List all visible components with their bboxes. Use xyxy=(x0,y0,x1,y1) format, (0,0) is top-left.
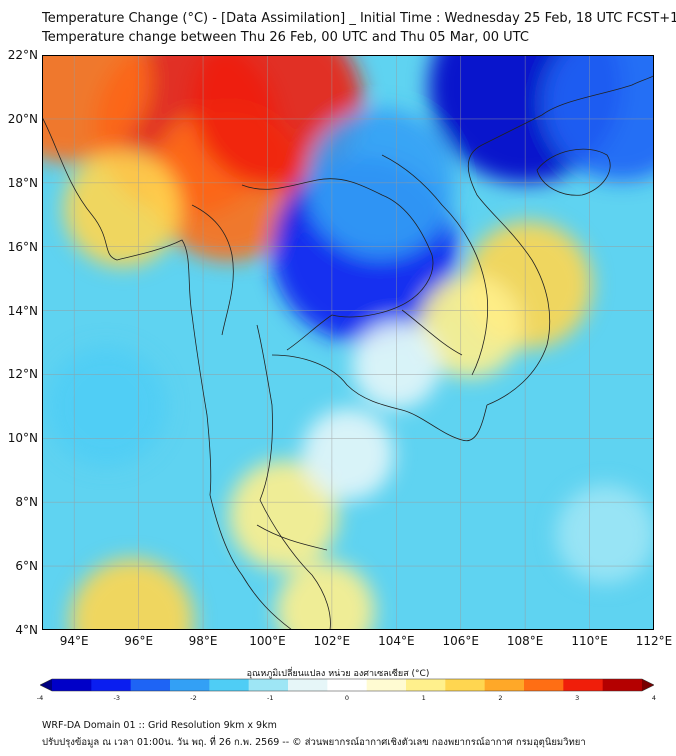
colorbar-cell xyxy=(524,679,564,691)
warm-cambodia-east xyxy=(419,275,522,378)
colorbar-cell xyxy=(209,679,250,691)
lon-tick-label: 94°E xyxy=(59,634,89,648)
lon-tick-label: 100°E xyxy=(249,634,286,648)
border-laos-vietnam xyxy=(381,154,488,376)
lat-tick-label: 4°N xyxy=(15,623,38,637)
colorbar-cell xyxy=(248,679,289,691)
colorbar-tick-label: -4 xyxy=(36,694,44,702)
colorbar-min-extend xyxy=(40,679,52,691)
footer-update-info: ปรับปรุงข้อมูล ณ เวลา 01:00น. วัน พฤ. ที… xyxy=(42,737,586,748)
lat-tick-label: 14°N xyxy=(7,303,38,318)
lon-tick-label: 108°E xyxy=(506,634,544,648)
colorbar xyxy=(40,678,654,692)
pale-scs-east xyxy=(556,484,654,584)
lon-tick-label: 104°E xyxy=(378,634,415,648)
warm-band-west xyxy=(64,149,181,267)
colorbar-cell xyxy=(602,679,643,691)
coastline-gulf-thailand xyxy=(209,494,293,630)
colorbar-cell xyxy=(445,679,486,691)
colorbar-tick-label: 2 xyxy=(498,694,503,702)
lon-tick-label: 96°E xyxy=(124,634,154,648)
colorbar-tick-label: 1 xyxy=(421,694,426,702)
coastline-china-south xyxy=(541,74,654,116)
coastline-hainan xyxy=(536,148,611,196)
lat-tick-label: 20°N xyxy=(7,111,38,126)
colorbar-cell xyxy=(406,679,446,691)
lat-tick-label: 16°N xyxy=(7,239,38,254)
colorbar-tick-label: -3 xyxy=(113,694,120,702)
pale-gulf-thailand xyxy=(302,408,394,501)
warm-malay-peninsula xyxy=(228,460,339,570)
lon-tick-label: 112°E xyxy=(635,634,673,648)
lat-lon-grid xyxy=(42,55,654,630)
colorbar-cell xyxy=(288,679,328,691)
chart-subtitle: Temperature change between Thu 26 Feb, 0… xyxy=(42,30,529,45)
coastline-vietnam xyxy=(467,114,551,406)
colorbar-tick-label: 0 xyxy=(344,694,350,702)
lat-tick-label: 18°N xyxy=(7,175,38,190)
lat-tick-label: 10°N xyxy=(7,431,38,446)
temperature-change-map xyxy=(42,55,654,630)
colorbar-max-extend xyxy=(642,679,654,691)
colorbar-tick-label: 3 xyxy=(575,694,580,702)
warm-southwest xyxy=(70,558,195,630)
map-frame xyxy=(42,55,654,630)
lat-tick-label: 8°N xyxy=(15,495,38,510)
border-thailand-laos xyxy=(241,178,434,318)
colorbar-outline xyxy=(40,678,654,692)
lat-tick-label: 6°N xyxy=(15,559,38,574)
colorbar-cell xyxy=(91,679,132,691)
coastlines-and-borders xyxy=(42,74,654,630)
coastline-malay-east xyxy=(256,324,331,630)
colorbar-label: อุณหภูมิเปลี่ยนแปลง หน่วย องศาเซลเซียส (… xyxy=(246,669,430,679)
border-malaysia xyxy=(256,524,328,551)
colorbar-cell xyxy=(130,679,171,691)
border-cambodia-vietnam xyxy=(401,309,463,356)
colorbar-cell xyxy=(563,679,604,691)
coastline-cambodia xyxy=(271,354,488,442)
border-myanmar-thailand xyxy=(191,204,234,336)
coastline-myanmar xyxy=(42,116,212,496)
colorbar-cell xyxy=(366,679,407,691)
lat-tick-label: 12°N xyxy=(7,367,38,382)
border-thailand-cambodia xyxy=(286,314,333,351)
chart-title: Temperature Change (°C) - [Data Assimila… xyxy=(42,11,676,26)
lon-tick-label: 102°E xyxy=(313,634,351,648)
colorbar-cell xyxy=(484,679,525,691)
cold-andaman xyxy=(46,346,167,467)
lon-tick-label: 98°E xyxy=(188,634,218,648)
temperature-field xyxy=(42,55,654,630)
colorbar-tick-label: -1 xyxy=(267,694,274,702)
footer-model-info: WRF-DA Domain 01 :: Grid Resolution 9km … xyxy=(42,720,277,731)
colorbar-cell xyxy=(52,679,92,691)
colorbar-cell xyxy=(327,679,368,691)
lat-tick-label: 22°N xyxy=(7,48,38,62)
colorbar-tick-label: -2 xyxy=(190,694,197,702)
lon-tick-label: 110°E xyxy=(571,634,608,648)
colorbar-tick-label: 4 xyxy=(651,694,657,702)
warm-south-center xyxy=(276,561,375,630)
warm-northwest-edge xyxy=(42,55,150,163)
colorbar-cell xyxy=(170,679,210,691)
lon-tick-label: 106°E xyxy=(442,634,479,648)
